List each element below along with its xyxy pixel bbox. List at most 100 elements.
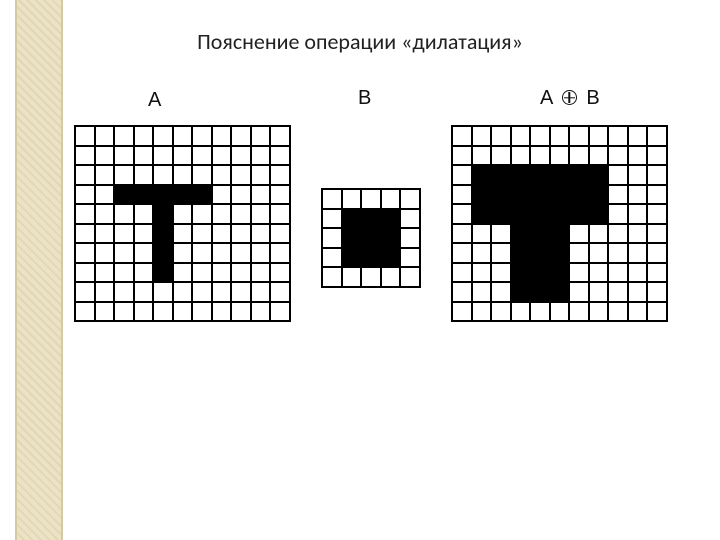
grid-cell	[251, 263, 271, 283]
grid-cell	[647, 165, 667, 185]
grid-cell	[452, 302, 472, 322]
grid-cell	[173, 165, 193, 185]
grid-cell	[647, 302, 667, 322]
grid-cell	[231, 165, 251, 185]
grid-cell	[212, 243, 232, 263]
grid-cell	[647, 224, 667, 244]
grid-cell	[550, 243, 570, 263]
grid-cell	[251, 243, 271, 263]
grid-cell	[173, 224, 193, 244]
grid-cell	[95, 243, 115, 263]
grid-cell	[95, 185, 115, 205]
grid-cell	[550, 126, 570, 146]
grid-cell	[322, 248, 342, 268]
grid-cell	[212, 165, 232, 185]
grid-cell	[251, 126, 271, 146]
grid-cell	[530, 146, 550, 166]
grid-cell	[114, 302, 134, 322]
grid-cell	[511, 224, 531, 244]
grid-cell	[114, 146, 134, 166]
grid-cell	[153, 126, 173, 146]
grid-cell	[212, 126, 232, 146]
result-left-operand: A	[540, 87, 552, 109]
grid-cell	[173, 302, 193, 322]
grid-cell	[75, 126, 95, 146]
grid-cell	[192, 185, 212, 205]
panel-label-b: B	[358, 87, 371, 110]
grid-cell	[231, 243, 251, 263]
grid-cell	[628, 146, 648, 166]
grid-cell	[550, 165, 570, 185]
grid-cell	[381, 228, 401, 248]
grid-cell	[173, 204, 193, 224]
grid-cell	[530, 224, 550, 244]
grid-cell	[270, 302, 290, 322]
grid-cell	[530, 126, 550, 146]
grid-cell	[530, 302, 550, 322]
grid-cell	[134, 302, 154, 322]
grid-cell	[530, 204, 550, 224]
grid-cell	[452, 204, 472, 224]
grid-cell	[270, 224, 290, 244]
grid-cell	[647, 243, 667, 263]
grid-cell	[212, 204, 232, 224]
grid-cell	[472, 302, 492, 322]
grid-cell	[192, 204, 212, 224]
grid-cell	[173, 243, 193, 263]
grid-cell	[95, 165, 115, 185]
grid-cell	[342, 209, 362, 229]
grid-cell	[511, 282, 531, 302]
grid-cell	[361, 189, 381, 209]
grid-cell	[212, 185, 232, 205]
grid-cell	[114, 165, 134, 185]
grid-cell	[530, 243, 550, 263]
grid-cell	[114, 263, 134, 283]
grid-cell	[452, 282, 472, 302]
grid-b	[321, 188, 421, 288]
grid-cell	[628, 204, 648, 224]
grid-cell	[647, 282, 667, 302]
grid-a	[74, 125, 291, 322]
grid-cell	[322, 209, 342, 229]
grid-cell	[472, 243, 492, 263]
grid-cell	[400, 248, 420, 268]
grid-cell	[361, 248, 381, 268]
grid-cell	[361, 228, 381, 248]
grid-cell	[569, 302, 589, 322]
grid-cell	[270, 185, 290, 205]
grid-cell	[608, 165, 628, 185]
grid-cell	[192, 126, 212, 146]
grid-cell	[75, 204, 95, 224]
grid-cell	[569, 243, 589, 263]
dilation-operator-icon	[562, 90, 577, 105]
grid-cell	[452, 146, 472, 166]
grid-cell	[569, 224, 589, 244]
grid-cell	[342, 228, 362, 248]
grid-cell	[400, 189, 420, 209]
grid-cell	[134, 204, 154, 224]
grid-cell	[381, 267, 401, 287]
grid-cell	[381, 209, 401, 229]
grid-cell	[270, 243, 290, 263]
grid-cell	[589, 282, 609, 302]
grid-cell	[589, 185, 609, 205]
grid-cell	[231, 282, 251, 302]
grid-cell	[400, 209, 420, 229]
panel-label-a: A	[148, 89, 161, 112]
grid-cell	[608, 302, 628, 322]
grid-cell	[569, 204, 589, 224]
grid-cell	[569, 185, 589, 205]
grid-cell	[628, 302, 648, 322]
grid-cell	[511, 263, 531, 283]
grid-cell	[231, 146, 251, 166]
grid-cell	[134, 243, 154, 263]
grid-cell	[647, 263, 667, 283]
grid-cell	[251, 165, 271, 185]
panel-label-result: A B	[540, 87, 600, 110]
grid-cell	[192, 302, 212, 322]
grid-cell	[628, 243, 648, 263]
grid-cell	[231, 185, 251, 205]
grid-cell	[153, 243, 173, 263]
grid-cell	[75, 224, 95, 244]
grid-cell	[628, 185, 648, 205]
